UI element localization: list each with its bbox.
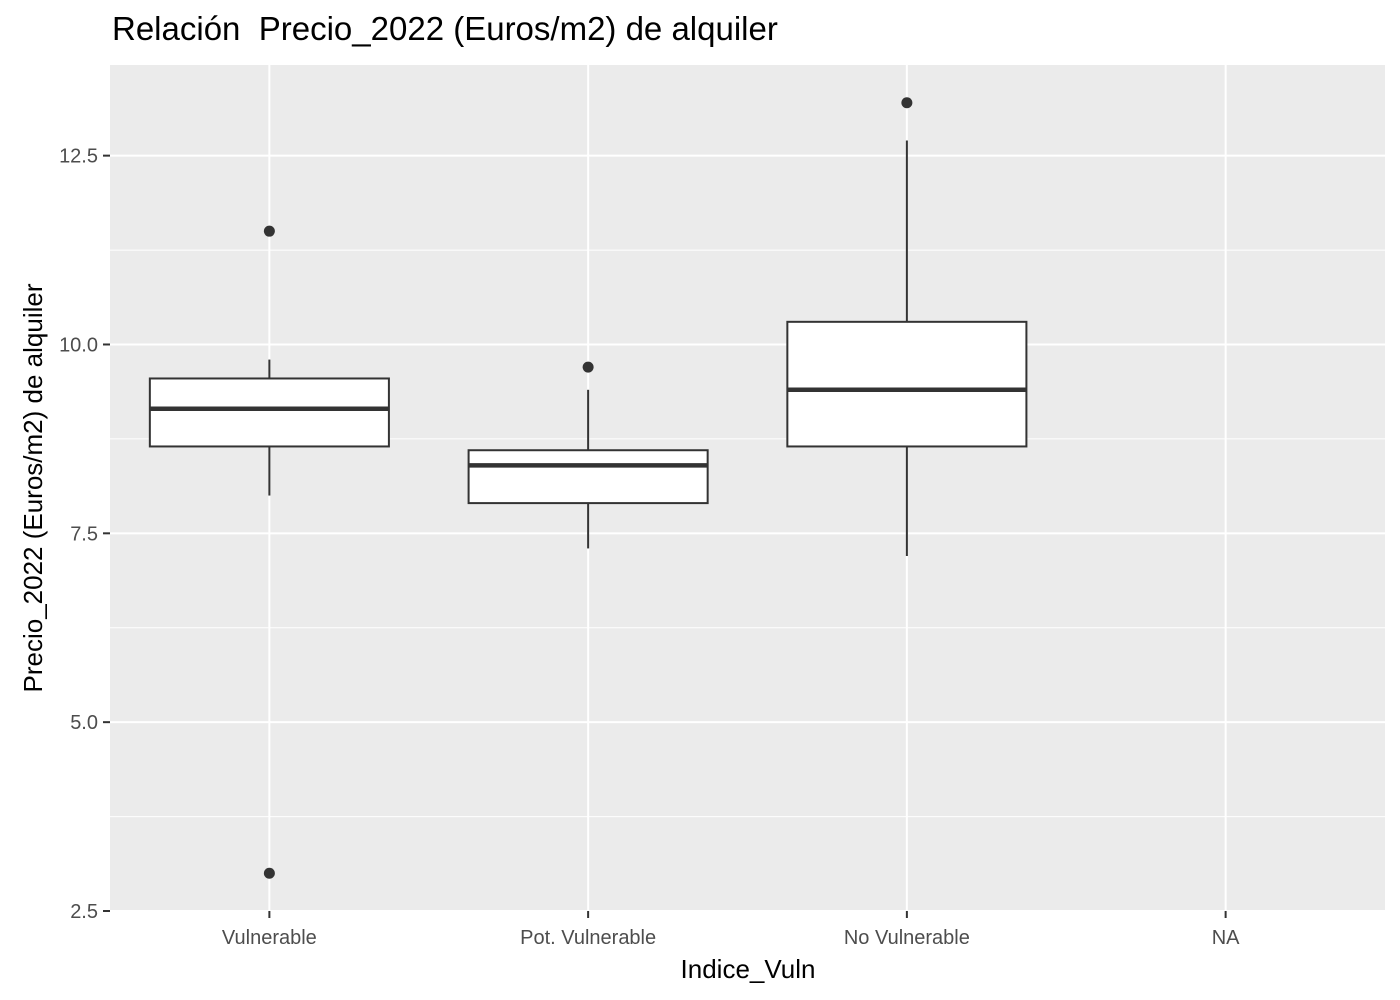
box-no-vulnerable — [786, 97, 1028, 556]
x-tick-label: No Vulnerable — [844, 927, 970, 949]
outlier-point — [901, 97, 913, 109]
box-iqr — [467, 449, 709, 505]
y-axis-title: Precio_2022 (Euros/m2) de alquiler — [18, 283, 48, 692]
y-tick-label: 5.0 — [70, 712, 98, 734]
y-tick-label: 12.5 — [59, 146, 98, 168]
outlier-point — [263, 867, 275, 879]
boxes — [148, 97, 1028, 879]
x-tick-label: NA — [1212, 927, 1240, 949]
plot-panel — [110, 65, 1385, 911]
x-tick-label: Vulnerable — [222, 927, 317, 949]
grid-minor — [110, 249, 1385, 818]
y-tick-label: 10.0 — [59, 334, 98, 356]
box-iqr — [786, 320, 1028, 448]
x-tick-label: Pot. Vulnerable — [520, 927, 656, 949]
chart-title: Relación Precio_2022 (Euros/m2) de alqui… — [112, 10, 778, 47]
x-axis: Vulnerable Pot. Vulnerable No Vulnerable NA — [222, 911, 1240, 949]
y-tick-label: 2.5 — [70, 901, 98, 923]
box-pot-vulnerable — [467, 361, 709, 549]
box-iqr — [148, 377, 390, 448]
outlier-point — [263, 225, 275, 237]
outlier-point — [582, 361, 594, 373]
x-axis-title: Indice_Vuln — [681, 954, 816, 984]
y-axis: 2.5 5.0 7.5 10.0 12.5 — [59, 146, 110, 923]
box-vulnerable — [148, 225, 390, 879]
y-tick-label: 7.5 — [70, 523, 98, 545]
